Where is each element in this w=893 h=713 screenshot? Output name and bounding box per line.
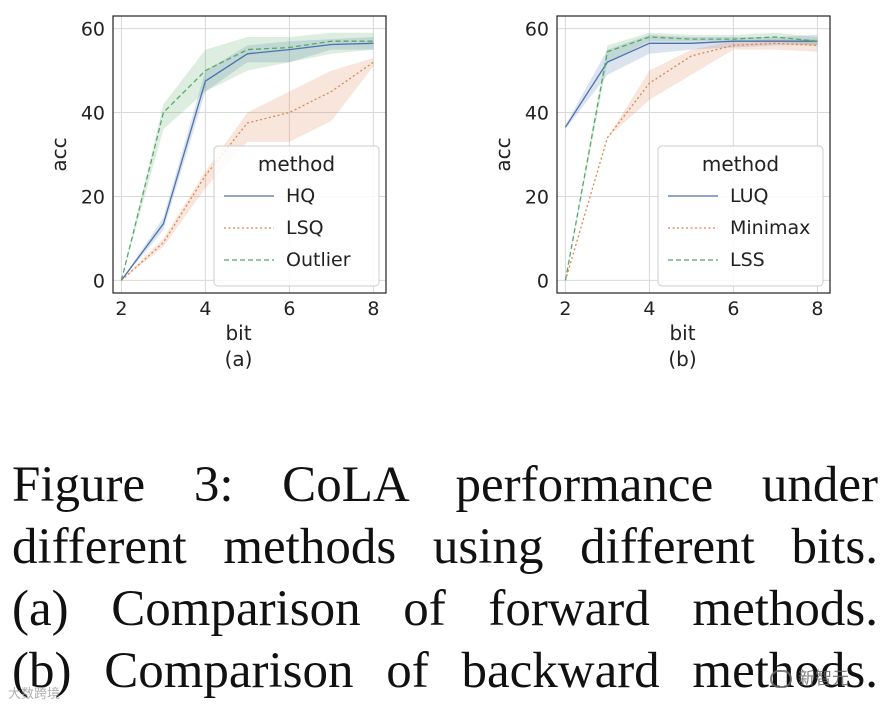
watermark-right: 新智元: [770, 664, 849, 689]
confidence-band-outlier: [121, 32, 374, 281]
legend-label-outlier: Outlier: [286, 249, 351, 271]
wechat-icon: [770, 670, 792, 688]
y-axis-label: acc: [47, 137, 71, 171]
series-line-outlier: [120, 40, 374, 281]
legend-box: [657, 145, 824, 287]
plot-frame: [112, 15, 387, 294]
caption-line-1: Figure 3: CoLA performance under: [12, 457, 878, 513]
x-tick-label: 6: [727, 298, 739, 320]
legend: method LUQ Minimax LSS: [657, 145, 824, 287]
legend-title: method: [258, 152, 335, 176]
caption-line-2: different methods using different bits.: [12, 519, 878, 575]
x-tick-label: 4: [643, 298, 655, 320]
legend-box: [213, 145, 380, 287]
subplot-label: (a): [225, 347, 253, 371]
y-tick-label: 20: [81, 186, 105, 208]
x-axis-label: bit: [669, 321, 695, 345]
x-tick-label: 4: [199, 298, 211, 320]
legend-title: method: [702, 152, 779, 176]
y-tick-label: 60: [525, 19, 549, 41]
x-tick-label: 8: [367, 298, 379, 320]
y-tick-label: 40: [81, 103, 105, 125]
y-tick-label: 60: [81, 19, 105, 41]
x-tick-label: 2: [559, 298, 571, 320]
y-tick-label: 20: [525, 186, 549, 208]
x-tick-label: 8: [811, 298, 823, 320]
watermark-left: 大数跨境: [8, 687, 61, 702]
x-tick-label: 6: [283, 298, 295, 320]
y-tick-label: 0: [537, 270, 549, 292]
series-line-lss: [564, 36, 818, 281]
x-axis-label: bit: [225, 321, 251, 345]
confidence-band-luq: [565, 34, 818, 130]
subplot-label: (b): [668, 347, 696, 371]
chart-panel-b: 2 4 6 8 0 20 40 60 bit acc (b) method LUQ Minimax LSS: [491, 15, 831, 371]
series-line-hq: [120, 42, 374, 281]
caption-line-3: (a) Comparison of forward methods.: [12, 581, 878, 637]
series-line-luq: [564, 40, 818, 128]
legend-label-minimax: Minimax: [730, 217, 810, 239]
y-axis-label: acc: [491, 137, 515, 171]
y-tick-label: 40: [525, 103, 549, 125]
confidence-band-lsq: [121, 58, 374, 281]
plot-frame: [556, 15, 831, 294]
series-line-minimax: [564, 42, 818, 281]
watermark-right-text: 新智元: [798, 669, 849, 689]
caption-line-4: (b) Comparison of backward methods.: [12, 643, 878, 699]
legend: method HQ LSQ Outlier: [213, 145, 380, 287]
legend-label-luq: LUQ: [730, 185, 769, 207]
legend-label-lsq: LSQ: [286, 217, 324, 239]
legend-label-hq: HQ: [286, 185, 315, 207]
chart-panel-a: 2 4 6 8 0 20 40 60 bit acc (a) method HQ LSQ Outlier: [47, 15, 387, 371]
series-line-lsq: [120, 61, 374, 281]
y-tick-label: 0: [93, 270, 105, 292]
x-tick-label: 2: [115, 298, 127, 320]
legend-label-lss: LSS: [730, 249, 765, 271]
